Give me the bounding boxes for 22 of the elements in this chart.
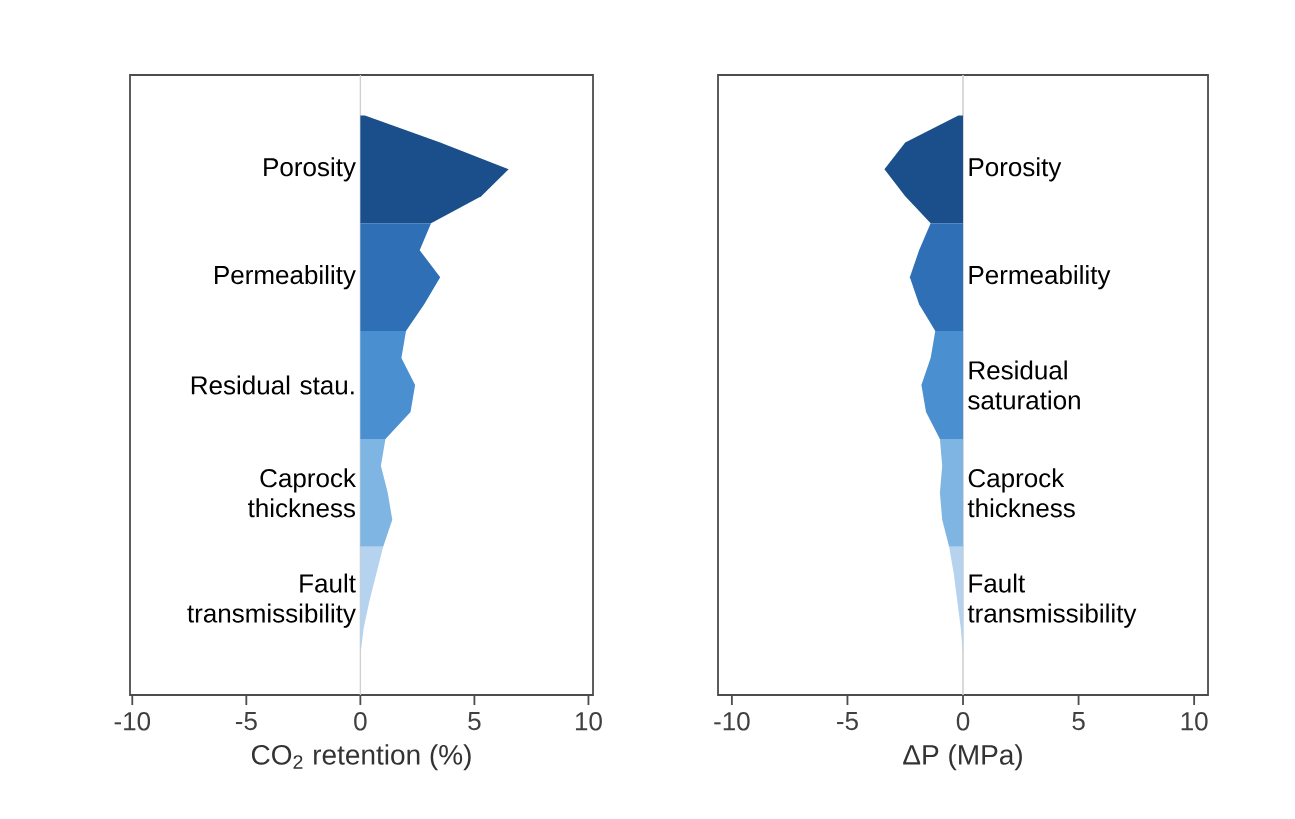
x-tick-label: -10 [714, 712, 750, 731]
x-tick-label: 5 [468, 712, 481, 731]
series-label: Porosity [264, 157, 356, 182]
x-tick-label: 0 [956, 712, 970, 731]
series-label: Permeability [969, 265, 1111, 290]
series-label: Residual saturation [968, 360, 1080, 410]
x-tick-label: -5 [235, 712, 257, 731]
series-label: Residual stau. [191, 375, 354, 395]
series-label: Caprock thickness [967, 468, 1075, 518]
x-tick-label: 5 [1072, 712, 1085, 731]
x-axis-title: CO$_{2}$ retention (%) [251, 744, 471, 771]
series-label: Porosity [969, 157, 1062, 182]
series-label: Fault transmissibility [967, 573, 1137, 628]
x-tick-label: -10 [114, 712, 151, 731]
x-tick-label: 10 [575, 712, 602, 731]
x-tick-label: 0 [354, 712, 367, 731]
x-axis-title: ΔP (MPa) [903, 744, 1022, 771]
series-label: Fault transmissibility [187, 573, 356, 628]
series-label: Caprock thickness [247, 468, 356, 518]
x-tick-label: -5 [837, 712, 858, 731]
series-label: Permeability [215, 265, 356, 290]
x-tick-label: 10 [1181, 712, 1208, 731]
